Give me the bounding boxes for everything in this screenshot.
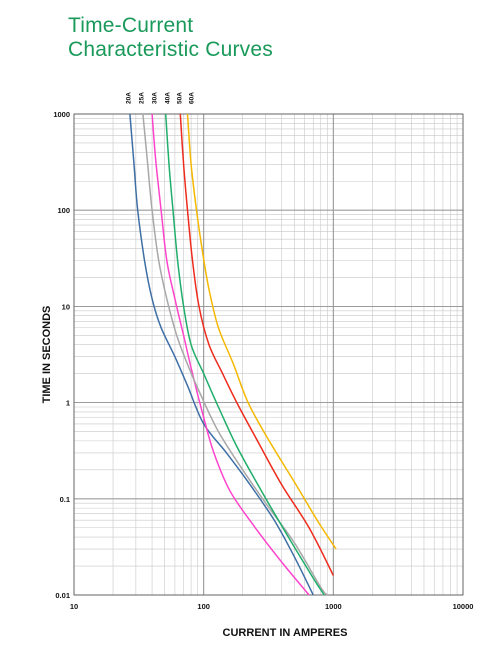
rating-label-20a: 20A xyxy=(126,92,133,104)
minor-grid xyxy=(74,114,463,595)
rating-label-60a: 60A xyxy=(189,92,196,104)
y-tick-label: 10 xyxy=(62,302,70,311)
title-line-2: Characteristic Curves xyxy=(68,38,273,61)
y-tick-label: 1 xyxy=(66,399,70,408)
curve-50a xyxy=(179,113,334,576)
y-tick-label: 100 xyxy=(57,206,70,215)
curve-25a xyxy=(151,113,310,596)
y-tick-label: 0.1 xyxy=(60,495,70,504)
curves xyxy=(129,113,337,596)
rating-label-25a: 25A xyxy=(139,92,146,104)
y-tick-label: 0.01 xyxy=(55,591,70,600)
x-tick-labels: 10 100 1000 10000 xyxy=(70,602,474,611)
rating-label-30a: 30A xyxy=(152,92,159,104)
title-line-1: Time-Current xyxy=(68,14,194,37)
chart-title: Time-Current Characteristic Curves xyxy=(68,14,273,62)
x-tick-label: 10 xyxy=(70,602,78,611)
rating-label-50a: 50A xyxy=(177,92,184,104)
major-grid xyxy=(73,113,464,596)
x-tick-label: 10000 xyxy=(453,602,474,611)
curve-30a xyxy=(142,113,328,596)
y-tick-labels: 0.01 0.1 1 10 100 1000 xyxy=(53,110,70,600)
curve-60a xyxy=(186,113,337,550)
x-tick-label: 1000 xyxy=(325,602,342,611)
rating-label-40a: 40A xyxy=(165,92,172,104)
y-tick-label: 1000 xyxy=(53,110,70,119)
x-axis-label: CURRENT IN AMPERES xyxy=(223,627,348,639)
y-axis-label: TIME IN SECONDS xyxy=(41,306,53,404)
plot-frame xyxy=(73,113,464,596)
x-tick-label: 100 xyxy=(197,602,210,611)
rating-labels: 20A 25A 30A 40A 50A 60A xyxy=(126,92,196,104)
curve-40a xyxy=(164,113,325,596)
curve-20a xyxy=(129,113,314,596)
